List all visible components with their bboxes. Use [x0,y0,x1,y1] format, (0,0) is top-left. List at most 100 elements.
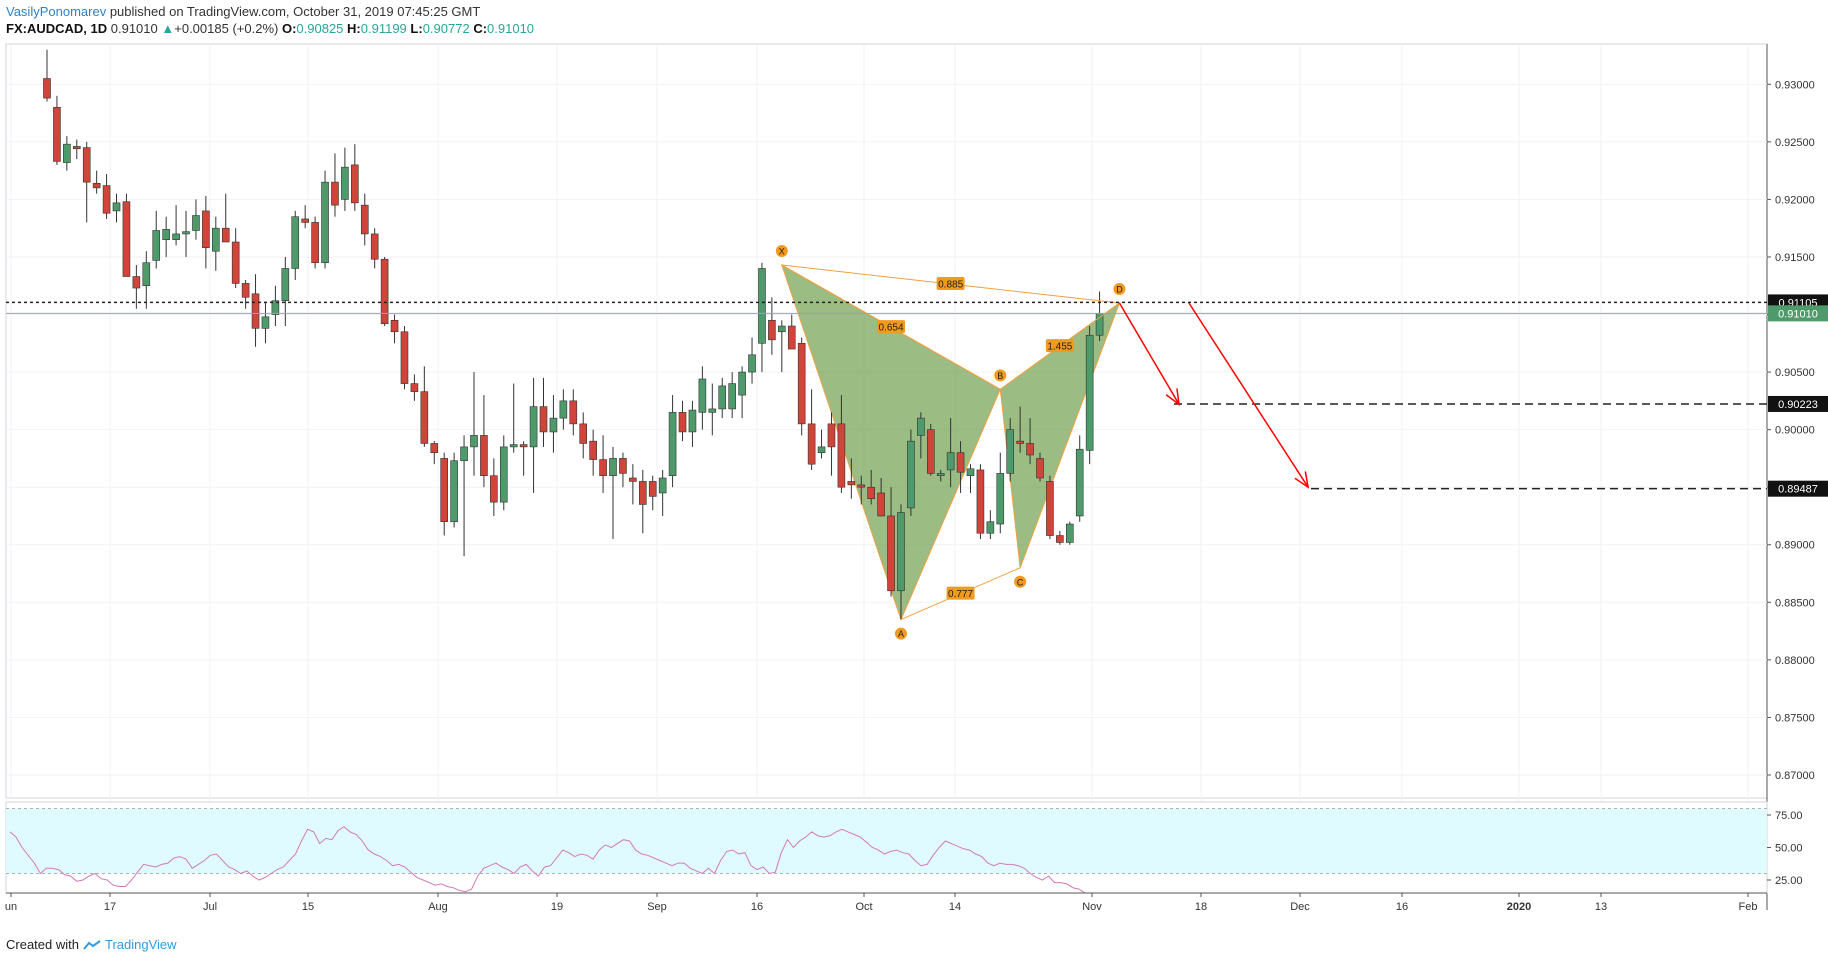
candle [152,230,161,261]
publish-text: published on TradingView.com, October 31… [109,4,481,19]
arrow-head-icon [1165,388,1180,406]
x-tick-label: Nov [1082,901,1102,913]
candle [102,185,111,214]
pattern-point-label: D [1116,285,1123,295]
ratio-badge [1045,339,1074,353]
pattern-point-label: C [1017,577,1024,587]
ratio-label: 1.455 [1047,342,1072,353]
ratio-label: 0.885 [938,280,963,291]
x-tick-label: 2020 [1507,901,1531,913]
candle [202,210,210,249]
candle [1026,443,1034,456]
pattern-point-label: A [898,629,904,639]
x-tick-label: 16 [751,901,763,913]
candle [986,521,995,534]
candle [688,409,697,433]
y-tick-label: 0.90500 [1775,367,1815,379]
candle [887,515,895,592]
candle [698,378,707,413]
price-label-box [1768,305,1828,322]
candle [519,444,528,448]
close-value: 0.91010 [487,21,535,36]
rsi-y-tick-label: 25.00 [1775,875,1803,887]
symbol-info: FX:AUDCAD, 1D 0.91010 ▲+0.00185 (+0.2%) … [6,21,534,36]
pattern-point-label: B [997,371,1003,381]
candle [490,475,498,503]
candle [936,473,945,476]
candle [787,325,796,350]
candle [1046,481,1054,536]
low-value: 0.90772 [422,21,470,36]
candle [817,446,826,453]
candle [559,400,568,419]
rsi-y-tick-label: 50.00 [1775,843,1803,855]
y-tick-label: 0.88500 [1775,597,1815,609]
price-label-text: 0.91010 [1778,308,1818,320]
author-link[interactable]: VasilyPonomarev [6,4,107,19]
candle [857,484,866,488]
candle [926,429,935,474]
candle [281,268,290,302]
x-tick-label: Dec [1290,901,1310,913]
candle [63,143,71,163]
candle [648,481,657,497]
tradingview-logo-icon [83,939,101,950]
candle [768,319,776,341]
pattern-point-label: X [779,247,785,257]
x-tick-label: Feb [1739,901,1758,913]
x-tick-label: 19 [551,901,563,913]
x-tick-label: Jul [203,901,217,913]
ratio-badge [936,277,965,291]
candle [440,458,449,523]
candle [867,486,875,500]
candle [162,229,170,240]
candle [142,262,151,287]
candle [678,412,687,433]
y-tick-label: 0.91500 [1775,252,1815,264]
x-tick-label: 15 [302,901,314,913]
close-label: C: [473,21,488,36]
candle [897,512,905,592]
candle [778,325,786,333]
candle [1056,535,1064,543]
y-tick-label: 0.87500 [1775,712,1815,724]
pattern-point-badge [775,245,788,258]
price-label-text: 0.89487 [1778,484,1818,496]
x-tick-label: Oct [855,901,872,913]
price-label-box [1768,395,1828,412]
candle [1075,448,1084,517]
y-tick-label: 0.93000 [1775,79,1815,91]
up-arrow-icon: ▲ [161,21,175,36]
candle [956,452,965,473]
candle [43,78,51,99]
rsi-band [6,808,1767,874]
candle [499,446,508,503]
x-tick-label: 17 [104,901,116,913]
pattern-point-badge [1113,283,1126,296]
candle [430,443,439,453]
candle [251,293,260,329]
candle [321,181,329,264]
tradingview-link[interactable]: TradingView [104,937,177,952]
candle [261,316,270,329]
candle [92,182,101,189]
candle [1085,334,1094,451]
candle [996,473,1005,525]
candle [221,227,230,243]
low-label: L: [410,21,423,36]
x-tick-label: 18 [1195,901,1207,913]
x-tick-label: un [5,901,17,913]
candle [837,423,846,488]
candle [946,452,955,471]
candle [599,459,607,476]
high-label: H: [347,21,361,36]
open-label: O: [281,21,297,36]
pattern-point-badge [894,627,907,640]
high-value: 0.91199 [360,21,407,36]
candle [539,406,548,433]
candle [579,423,588,444]
created-with-text: Created with [6,937,79,952]
candle [132,276,141,289]
candle [410,383,419,392]
